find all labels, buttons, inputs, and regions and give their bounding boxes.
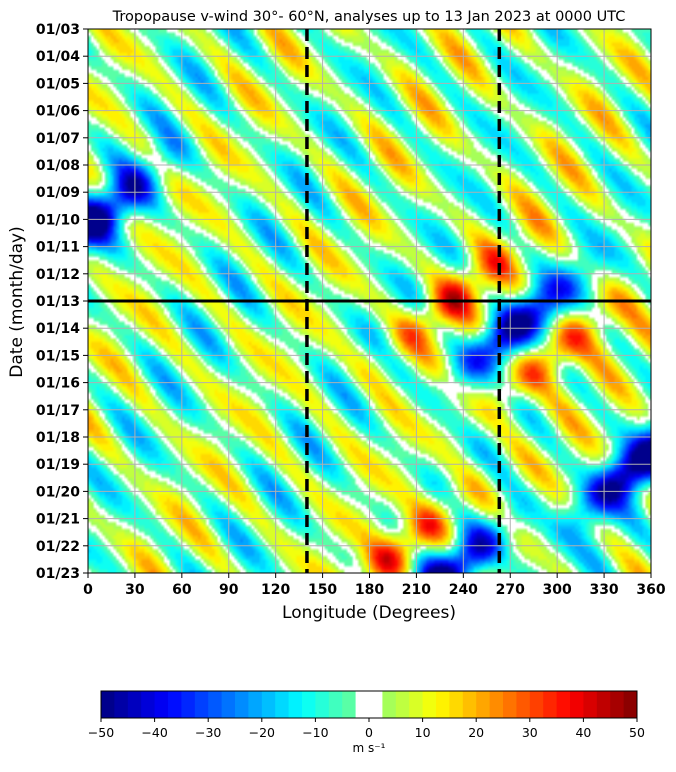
colorbar-segment <box>596 691 611 718</box>
y-tick-label: 01/22 <box>36 539 80 555</box>
x-tick-label: 120 <box>261 582 290 598</box>
x-tick-label: 210 <box>402 582 431 598</box>
colorbar-segment <box>516 691 531 718</box>
colorbar-segment <box>489 691 504 718</box>
colorbar-tick-label: −10 <box>302 725 328 740</box>
colorbar-segment <box>342 691 356 718</box>
colorbar-segment <box>436 691 450 718</box>
overlay-lines <box>88 29 651 573</box>
y-tick-label: 01/13 <box>36 294 80 310</box>
x-axis: 0 30 60 90 120 150 180 210 240 270 300 330 360 <box>83 573 666 598</box>
y-tick-label: 01/09 <box>36 185 80 201</box>
colorbar-segment <box>570 691 584 718</box>
y-tick-label: 01/05 <box>36 76 80 92</box>
colorbar-segment <box>261 691 276 718</box>
y-tick-label: 01/18 <box>36 430 80 446</box>
y-tick-label: 01/14 <box>36 321 80 337</box>
y-tick-label: 01/04 <box>36 49 80 65</box>
y-axis-label: Date (month/day) <box>7 226 27 377</box>
colorbar-segment <box>503 691 517 718</box>
x-tick-label: 300 <box>543 582 572 598</box>
colorbar-segment <box>141 691 155 718</box>
x-tick-label: 360 <box>636 582 665 598</box>
y-tick-label: 01/19 <box>36 457 80 473</box>
colorbar-segment <box>181 691 196 718</box>
colorbar-segment <box>101 691 115 718</box>
colorbar-tick-label: −40 <box>141 725 167 740</box>
y-tick-label: 01/08 <box>36 158 80 174</box>
colorbar <box>100 690 638 719</box>
colorbar-segment <box>275 691 289 718</box>
x-tick-label: 330 <box>589 582 618 598</box>
colorbar-segment <box>583 691 598 718</box>
colorbar-segment <box>476 691 490 718</box>
y-tick-label: 01/07 <box>36 131 80 147</box>
colorbar-segment <box>194 691 209 718</box>
colorbar-tick-label: −30 <box>195 725 221 740</box>
colorbar-segment <box>235 691 249 718</box>
colorbar-segment <box>328 691 343 718</box>
colorbar-ticks: −50 −40 −30 −20 −10 0 10 20 30 40 50 <box>88 718 645 740</box>
colorbar-tick-label: −20 <box>249 725 275 740</box>
colorbar-segment <box>543 691 557 718</box>
colorbar-segment <box>302 691 316 718</box>
colorbar-tick-label: 30 <box>522 725 538 740</box>
colorbar-tick-label: 50 <box>629 725 645 740</box>
x-tick-label: 60 <box>172 582 192 598</box>
colorbar-segment <box>556 691 571 718</box>
x-tick-label: 180 <box>355 582 384 598</box>
x-tick-label: 90 <box>219 582 239 598</box>
colorbar-segment <box>154 691 169 718</box>
colorbar-segment <box>395 691 410 718</box>
colorbar-tick-label: 0 <box>365 725 373 740</box>
y-tick-label: 01/10 <box>36 212 80 228</box>
colorbar-label: m s⁻¹ <box>353 741 386 755</box>
y-tick-label: 01/11 <box>36 240 80 256</box>
colorbar-segment <box>409 691 423 718</box>
colorbar-segment <box>168 691 182 718</box>
colorbar-tick-label: 20 <box>468 725 484 740</box>
y-axis: 01/03 01/04 01/05 01/06 01/07 01/08 01/09 01/10… <box>36 22 88 582</box>
colorbar-segment <box>288 691 303 718</box>
colorbar-segment <box>422 691 437 718</box>
colorbar-segment <box>623 691 638 718</box>
y-tick-label: 01/12 <box>36 267 80 283</box>
x-tick-label: 30 <box>125 582 145 598</box>
colorbar-segment <box>610 691 624 718</box>
colorbar-tick-label: −50 <box>88 725 114 740</box>
y-tick-label: 01/20 <box>36 484 80 500</box>
colorbar-segment <box>462 691 477 718</box>
colorbar-segment <box>221 691 236 718</box>
y-tick-label: 01/06 <box>36 104 80 120</box>
y-tick-label: 01/03 <box>36 22 80 38</box>
y-tick-label: 01/21 <box>36 512 80 528</box>
y-tick-label: 01/23 <box>36 566 80 582</box>
y-tick-label: 01/17 <box>36 403 80 419</box>
x-tick-label: 150 <box>308 582 337 598</box>
y-tick-label: 01/15 <box>36 348 80 364</box>
colorbar-segment <box>529 691 544 718</box>
x-tick-label: 270 <box>496 582 525 598</box>
y-tick-label: 01/16 <box>36 376 80 392</box>
colorbar-segment <box>355 691 370 718</box>
colorbar-tick-label: 10 <box>415 725 431 740</box>
colorbar-segment <box>315 691 330 718</box>
colorbar-segment <box>248 691 263 718</box>
colorbar-segment <box>208 691 222 718</box>
colorbar-tick-label: 40 <box>575 725 591 740</box>
colorbar-segment <box>127 691 142 718</box>
x-tick-label: 0 <box>83 582 93 598</box>
chart-title: Tropopause v-wind 30°- 60°N, analyses up… <box>112 9 626 25</box>
x-tick-label: 240 <box>449 582 478 598</box>
colorbar-segment <box>114 691 129 718</box>
x-axis-label: Longitude (Degrees) <box>282 603 456 623</box>
colorbar-segment <box>449 691 464 718</box>
colorbar-segment <box>382 691 397 718</box>
colorbar-segment <box>369 691 383 718</box>
